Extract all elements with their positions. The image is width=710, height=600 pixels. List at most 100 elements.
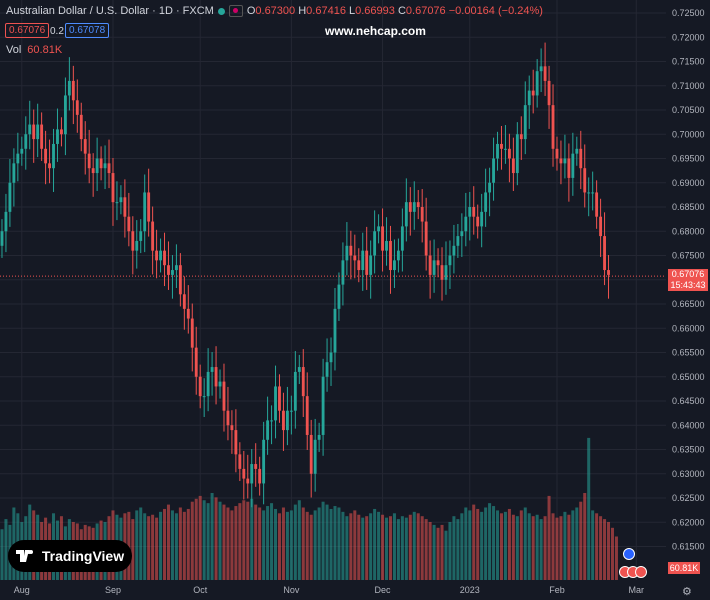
candle-body — [547, 80, 551, 106]
volume-bar — [567, 514, 571, 580]
volume-bar — [4, 519, 8, 580]
candle-body — [305, 396, 309, 435]
spread-value: 0.2 — [50, 26, 64, 37]
price-tick-label: 0.61500 — [672, 542, 705, 552]
candle-body — [527, 90, 531, 106]
candle-body — [511, 158, 515, 174]
volume-bar — [341, 511, 345, 580]
price-tick-label: 0.71500 — [672, 57, 705, 67]
candle-body — [274, 386, 277, 421]
volume-bar — [262, 510, 266, 580]
time-tick-label: Aug — [14, 585, 30, 595]
time-axis[interactable]: Aug Sep Oct Nov Dec 2023 Feb Mar — [14, 585, 644, 595]
volume-bar — [496, 510, 500, 580]
candle-body — [282, 410, 285, 431]
candle-body — [4, 211, 8, 232]
volume-bar — [345, 516, 349, 580]
candle-body — [468, 207, 472, 217]
visibility-icon[interactable] — [228, 5, 243, 17]
volume-bar — [266, 506, 270, 580]
volume-bar — [258, 507, 262, 580]
volume-bar — [614, 536, 618, 580]
volume-bar — [131, 519, 135, 580]
volume-bar — [392, 513, 396, 580]
candle-body — [44, 148, 48, 164]
candle-body — [262, 439, 266, 484]
last-price-tag: 0.67076 15:43:43 — [668, 269, 708, 291]
volume-bar — [309, 514, 313, 580]
volume-bar — [234, 506, 238, 580]
volume-bar — [305, 511, 309, 580]
tradingview-logo[interactable]: TradingView — [8, 540, 132, 572]
volume-bar — [147, 516, 151, 580]
candle-body — [40, 124, 44, 149]
buy-price-button[interactable]: 0.67078 — [65, 23, 110, 38]
sell-price-button[interactable]: 0.67076 — [5, 23, 50, 38]
volume-bar — [333, 506, 337, 580]
volume-bar — [238, 503, 242, 580]
volume-bar — [444, 530, 448, 580]
price-tick-label: 0.66000 — [672, 323, 705, 333]
candle-body — [135, 240, 139, 251]
volume-bar — [547, 495, 551, 580]
candle-body — [79, 114, 83, 140]
candle-body — [424, 221, 428, 256]
candle-body — [599, 216, 603, 237]
candle-body — [579, 148, 583, 169]
grid-lines — [0, 0, 666, 580]
time-tick-label: 2023 — [460, 585, 480, 595]
candle-body — [186, 308, 190, 319]
symbol-title[interactable]: Australian Dollar / U.S. Dollar · 1D · F… — [6, 5, 214, 17]
time-tick-label: Feb — [549, 585, 565, 595]
market-status-icon — [217, 7, 225, 15]
candle-body — [119, 197, 123, 203]
candle-body — [595, 192, 599, 217]
candle-body — [8, 182, 12, 212]
volume-bar — [377, 511, 381, 580]
volume-bar — [408, 514, 412, 580]
candle-body — [476, 216, 480, 227]
candle-body — [535, 71, 539, 96]
volume-bar — [555, 517, 559, 580]
candle-body — [408, 202, 412, 212]
volume-bar — [218, 501, 222, 580]
candle-body — [16, 153, 20, 164]
candle-body — [293, 371, 297, 411]
volume-bar — [452, 516, 456, 580]
gear-icon[interactable]: ⚙ — [682, 586, 692, 598]
volume-bar — [202, 500, 206, 580]
candle-body — [52, 143, 55, 169]
volume-bar — [166, 504, 170, 580]
volume-bar — [254, 504, 258, 580]
volume-bar — [539, 519, 543, 580]
time-tick-label: Sep — [105, 585, 121, 595]
candle-body — [373, 231, 377, 256]
candle-body — [234, 430, 238, 455]
candle-body — [250, 464, 254, 484]
candle-body — [583, 168, 587, 193]
candle-body — [222, 381, 226, 411]
candle-body — [238, 454, 242, 469]
time-tick-label: Dec — [375, 585, 392, 595]
candle-body — [12, 163, 16, 183]
candle-body — [496, 143, 499, 159]
candle-body — [325, 362, 329, 377]
candle-body — [452, 245, 456, 256]
volume-bar — [325, 504, 329, 580]
volume-bar — [603, 519, 607, 580]
candle-body — [420, 207, 424, 222]
earnings-flag-icon-3[interactable] — [635, 566, 647, 578]
volume-bar — [607, 522, 611, 580]
price-tick-label: 0.66500 — [672, 299, 705, 309]
candle-body — [515, 134, 519, 174]
volume-bar — [186, 508, 190, 580]
volume-bar — [428, 522, 432, 580]
price-tick-label: 0.62000 — [672, 517, 705, 527]
candle-body — [285, 410, 289, 431]
price-tick-label: 0.69500 — [672, 154, 705, 164]
event-flag-icon[interactable] — [623, 548, 635, 560]
volume-bar — [385, 517, 389, 580]
volume-bar — [353, 510, 357, 580]
candle-body — [365, 250, 369, 275]
